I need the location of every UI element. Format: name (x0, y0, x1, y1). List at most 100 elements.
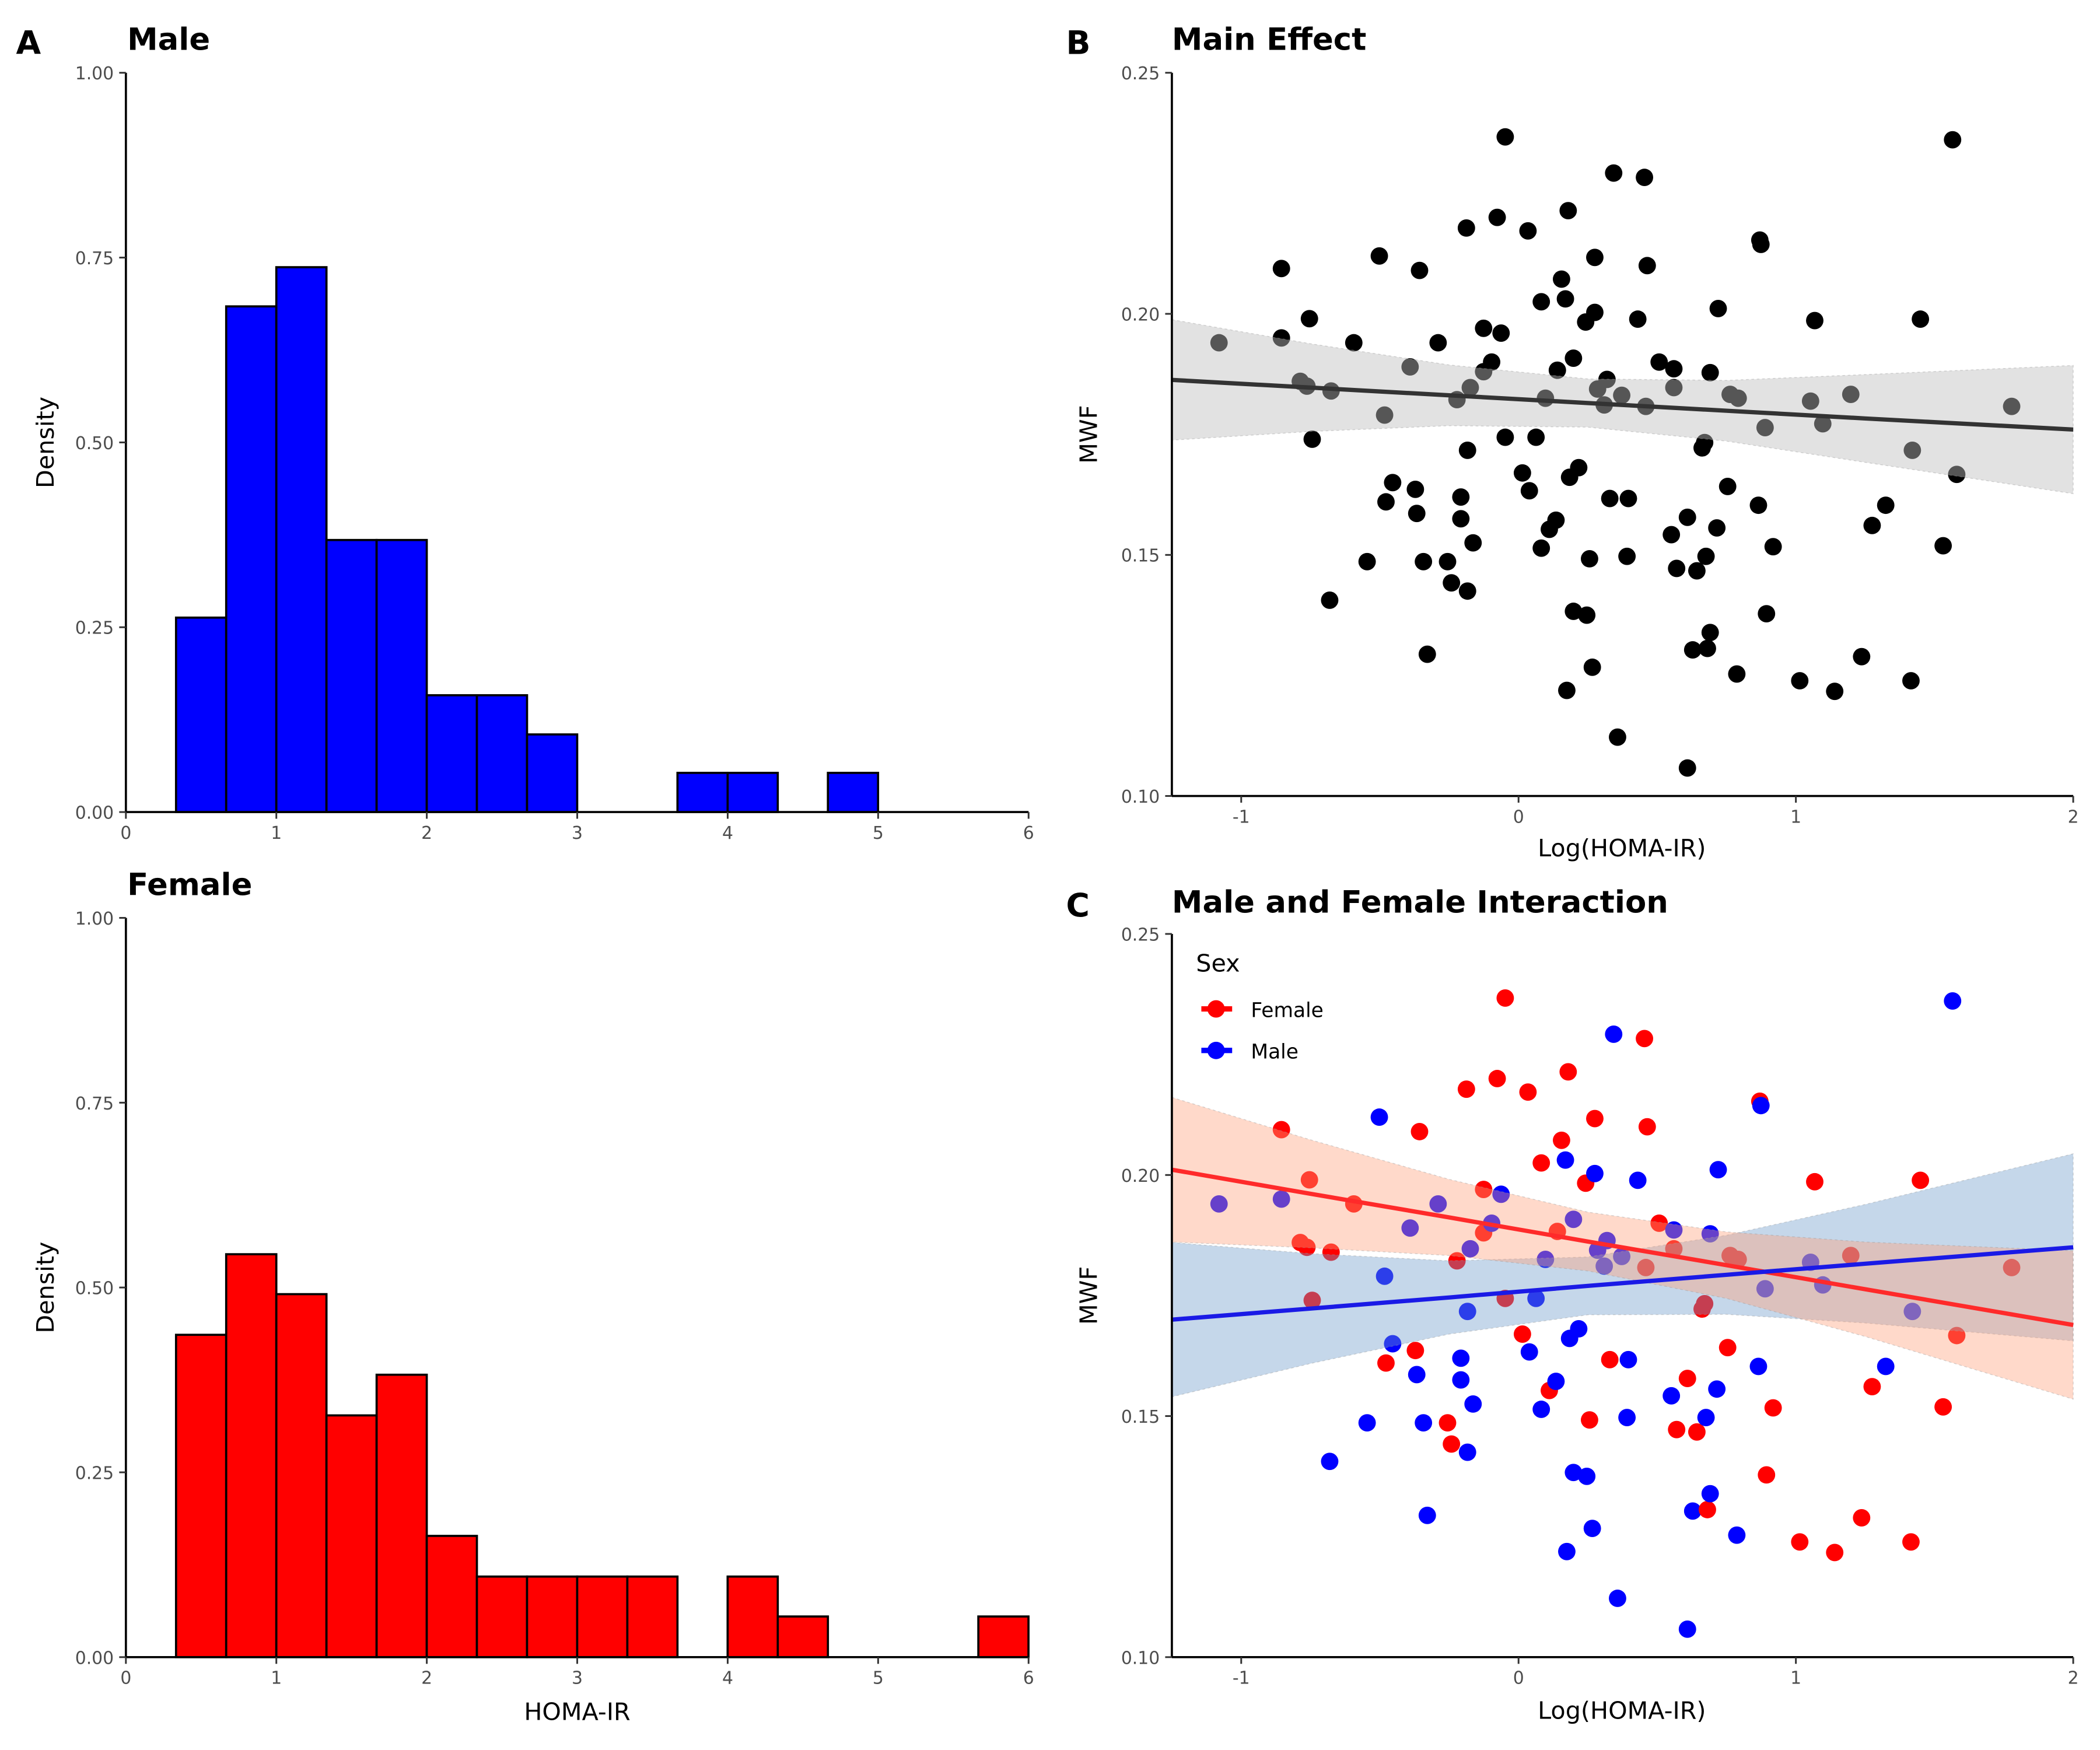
male-data-point (1536, 1251, 1555, 1268)
data-point (1370, 247, 1388, 265)
female-data-point (1948, 1326, 1966, 1345)
female-data-point (1636, 1030, 1653, 1048)
y-tick-label: 0.50 (75, 1279, 114, 1299)
legend-female-label: Female (1251, 999, 1323, 1022)
male-data-point (1547, 1373, 1565, 1390)
female-data-point (1696, 1295, 1714, 1312)
histogram-bar (475, 1575, 528, 1658)
y-tick-label: 0.50 (75, 433, 114, 454)
x-tick-label: 6 (1023, 823, 1034, 844)
male-hist-title: Male (127, 22, 210, 58)
male-data-point (1903, 1303, 1922, 1321)
data-point (1758, 605, 1776, 623)
data-point (1605, 164, 1623, 182)
male-data-point (1749, 1357, 1768, 1376)
legend-item-male: Male (1201, 1041, 1298, 1064)
x-tick-label: 1 (271, 1668, 282, 1689)
data-point (1902, 672, 1920, 690)
data-point (1636, 169, 1653, 187)
histogram-bar (726, 772, 779, 813)
data-point (1210, 334, 1228, 352)
data-point (1358, 552, 1376, 570)
legend-item-female: Female (1201, 999, 1324, 1022)
female-data-point (1699, 1500, 1716, 1518)
data-point (1912, 310, 1930, 328)
legend: Sex Female Male (1196, 949, 1324, 1063)
male-data-point (1570, 1320, 1588, 1338)
x-tick-label: 2 (2068, 807, 2079, 827)
data-point (1665, 360, 1683, 378)
legend-male-point-key (1207, 1041, 1225, 1059)
x-tick-label: 1 (1790, 1668, 1801, 1689)
data-point (1556, 290, 1574, 308)
data-point (1756, 419, 1774, 436)
male-data-point (1708, 1380, 1726, 1398)
data-point (1903, 441, 1922, 459)
x-tick-label: 6 (1023, 1668, 1034, 1689)
male-data-point (1532, 1401, 1550, 1418)
male-data-point (1452, 1349, 1470, 1367)
main-effect-title: Main Effect (1172, 22, 1366, 58)
male-data-point (1401, 1219, 1419, 1237)
data-point (1443, 574, 1461, 592)
male-data-point (1461, 1240, 1479, 1258)
y-tick-label: 1.00 (75, 64, 114, 84)
female-data-point (1443, 1435, 1461, 1453)
male-data-point (1583, 1520, 1601, 1538)
female-data-point (1729, 1251, 1747, 1268)
y-tick-label: 0.20 (1121, 304, 1160, 325)
female-data-point (1665, 1240, 1683, 1258)
female-data-point (1863, 1378, 1881, 1396)
data-point (1826, 682, 1844, 701)
data-point (1806, 312, 1824, 330)
female-data-point (1322, 1243, 1340, 1261)
data-point (1483, 353, 1501, 371)
data-point (1749, 496, 1768, 514)
data-point (1678, 759, 1696, 777)
male-confidence-band (1171, 1153, 2074, 1398)
data-point (1718, 477, 1737, 495)
y-tick-label: 1.00 (75, 909, 114, 929)
data-point (1519, 222, 1537, 240)
x-tick-label: 0 (120, 1668, 131, 1689)
female-data-point (1688, 1423, 1706, 1441)
y-tick-label: 0.00 (75, 803, 114, 824)
y-tick-label: 0.25 (1121, 925, 1160, 946)
histogram-bar (576, 1575, 629, 1658)
male-data-point (1321, 1452, 1339, 1471)
x-tick-label: 0 (1513, 1668, 1524, 1689)
data-point (1410, 261, 1429, 279)
male-data-point (1556, 1151, 1574, 1169)
histogram-bar (174, 616, 228, 813)
female-data-point (1298, 1238, 1316, 1256)
histogram-bar (325, 1414, 378, 1658)
data-point (1457, 219, 1475, 237)
male-data-point (1415, 1414, 1433, 1432)
data-point (1552, 270, 1570, 288)
y-tick-label: 0.10 (1121, 1648, 1160, 1668)
data-point (1532, 539, 1550, 557)
male-data-point (1376, 1267, 1394, 1285)
data-point (1842, 386, 1860, 403)
male-data-point (1464, 1395, 1482, 1413)
male-data-point (1678, 1620, 1696, 1638)
male-data-point (1370, 1108, 1388, 1126)
male-data-point (1697, 1409, 1715, 1426)
male-data-point (1452, 1371, 1470, 1389)
x-tick-label: 1 (271, 823, 282, 844)
data-point (1752, 236, 1770, 253)
histogram-bar (275, 1293, 328, 1658)
data-point (1863, 516, 1881, 534)
data-point (1345, 334, 1363, 352)
male-regression-line (1171, 1245, 2074, 1322)
male-histogram: 0 1 2 3 4 5 6 0.00 0.25 0.50 0.75 1.00 (75, 64, 1034, 844)
x-tick-label: -1 (1233, 1668, 1250, 1689)
male-data-point (1586, 1164, 1604, 1182)
histogram-bar (325, 538, 378, 813)
interaction-scatter: -1 0 1 2 0.10 0.15 0.20 0.25 (1121, 925, 2079, 1689)
male-data-point (1458, 1303, 1476, 1321)
data-point (1668, 559, 1686, 578)
male-data-point (1578, 1467, 1596, 1485)
x-tick-label: 1 (1790, 807, 1801, 827)
x-tick-label: 5 (873, 1668, 884, 1689)
